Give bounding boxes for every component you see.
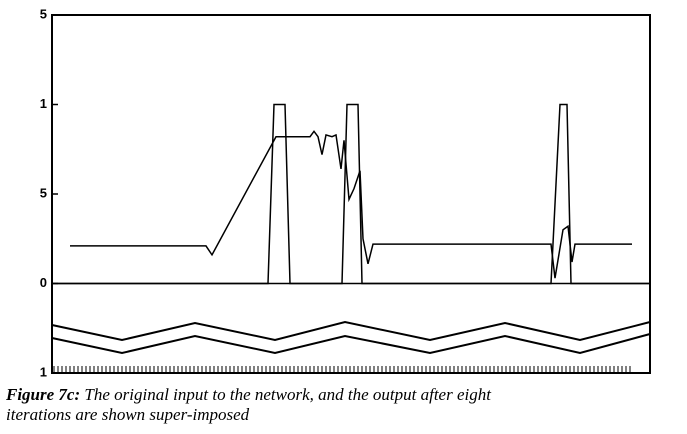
- caption-label: Figure 7c:: [5, 385, 80, 404]
- caption-text: The original input to the network, and t…: [84, 385, 492, 404]
- caption: Figure 7c: The original input to the net…: [5, 385, 492, 404]
- hatch: [53, 366, 631, 372]
- series-line: [52, 103, 650, 285]
- caption-text: iterations are shown super-imposed: [6, 405, 250, 424]
- y-tick-label: 1: [40, 96, 47, 111]
- y-tick-label: 5: [40, 6, 47, 21]
- y-tick-label: 1: [40, 364, 47, 379]
- y-tick-label: 5: [40, 185, 47, 200]
- series-line: [70, 130, 632, 279]
- y-tick-label: 0: [40, 275, 47, 290]
- zigzag: [51, 320, 651, 342]
- zigzag: [51, 333, 651, 355]
